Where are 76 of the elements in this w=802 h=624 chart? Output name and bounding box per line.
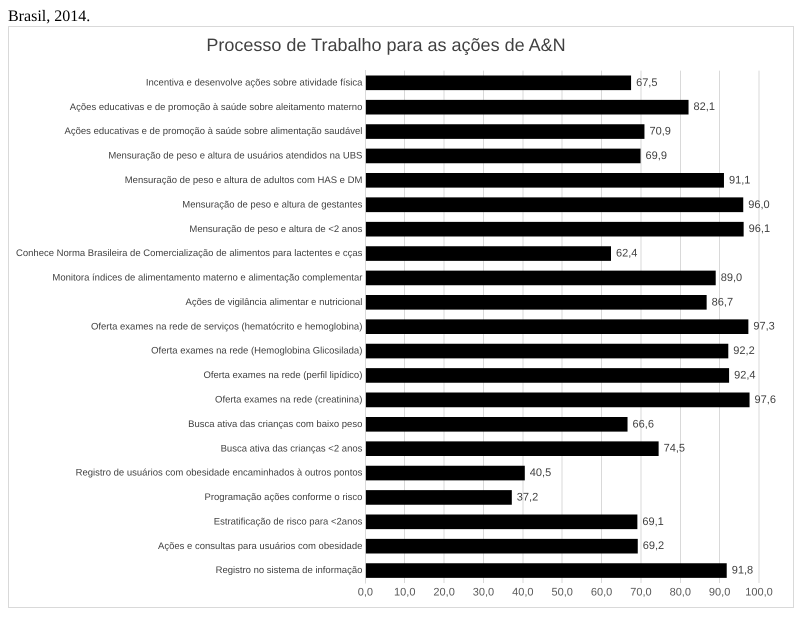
y-tick-label: Mensuração de peso e altura de adultos com HAS e DM: [124, 174, 362, 186]
bar: [366, 75, 632, 90]
y-tick-label: Incentiva e desenvolve ações sobre atividade física: [146, 77, 364, 88]
bar: [366, 563, 727, 578]
y-tick-label: Ações de vigilância alimentar e nutricional: [185, 296, 362, 308]
bar: [366, 148, 641, 164]
data-label: 69,9: [646, 150, 667, 162]
text: Brasil, 2014.: [8, 8, 92, 26]
data-label: 91,1: [728, 174, 750, 186]
bar: [366, 100, 689, 115]
y-tick-label: Busca ativa das crianças com baixo peso: [188, 418, 362, 430]
data-label: 97,3: [753, 320, 775, 333]
x-tick-label: 60,0: [590, 586, 612, 598]
data-label: 92,2: [733, 345, 755, 358]
y-tick-label: Mensuração de peso e altura de gestantes: [182, 199, 363, 210]
bar: [366, 490, 512, 505]
y-tick-label: Monitora índices de alimentamento materno e alimentação complementar: [52, 272, 362, 284]
bar: [366, 319, 748, 334]
x-tick-label: 100,0: [745, 586, 773, 598]
data-label: 70,9: [649, 126, 671, 138]
data-label: 86,7: [712, 296, 734, 308]
y-tick-label: Estratificação de risco para <2anos: [214, 516, 363, 528]
data-label: 69,2: [642, 540, 664, 552]
data-label: 62,4: [616, 248, 638, 260]
bar: [366, 392, 750, 408]
y-tick-label: Ações e consultas para usuários com obesidade: [158, 540, 362, 552]
x-tick-label: 50,0: [551, 586, 573, 598]
x-tick-label: 0,0: [358, 586, 374, 598]
y-tick-label: Programação ações conforme o risco: [204, 492, 362, 504]
data-label: 40,5: [530, 467, 552, 480]
bar: [366, 368, 730, 383]
bar: [366, 222, 744, 236]
y-tick-label: Oferta exames na rede (creatinina): [215, 394, 362, 406]
x-tick-label: 40,0: [512, 586, 534, 598]
y-tick-label: Oferta exames na rede (Hemoglobina Glicosilada): [151, 346, 362, 357]
x-tick-label: 70,0: [630, 586, 652, 598]
bar: [366, 344, 728, 358]
bar: [366, 246, 611, 261]
x-tick-label: 30,0: [472, 586, 494, 598]
data-label: 97,6: [754, 394, 776, 406]
data-label: 91,8: [732, 564, 754, 577]
y-tick-label: Busca ativa das crianças <2 anos: [220, 443, 363, 454]
bar: [366, 441, 659, 456]
bar: [366, 538, 638, 554]
chart-title: Processo de Trabalho para as ações de A&N: [206, 34, 566, 55]
y-tick-label: Ações educativas e de promoção à saúde sobre aleitamento materno: [70, 102, 362, 113]
data-label: 74,5: [664, 442, 686, 455]
bar: [366, 197, 744, 212]
x-tick-label: 90,0: [708, 586, 730, 598]
y-tick-label: Ações educativas e de promoção à saúde sobre alimentação saudável: [64, 126, 362, 138]
bar: [366, 124, 644, 139]
data-label: 96,0: [748, 198, 770, 211]
bar: [366, 466, 525, 480]
bar: [366, 416, 628, 432]
y-tick-label: Oferta exames na rede de serviços (hematócrito e hemoglobina): [90, 321, 362, 332]
y-tick-label: Registro de usuários com obesidade encaminhados à outros pontos: [76, 468, 363, 479]
data-label: 89,0: [720, 272, 742, 284]
x-tick-label: 10,0: [394, 586, 416, 598]
bar: [366, 294, 707, 310]
data-label: 82,1: [694, 101, 715, 114]
data-label: 96,1: [748, 223, 770, 236]
bar: [366, 173, 724, 188]
y-tick-label: Conhece Norma Brasileira de Comercialização de alimentos para lactentes e cças: [16, 248, 363, 260]
data-label: 67,5: [636, 76, 658, 89]
y-tick-label: Registro no sistema de informação: [216, 565, 362, 576]
data-label: 37,2: [516, 491, 538, 504]
x-tick-label: 20,0: [433, 586, 455, 598]
y-tick-label: Oferta exames na rede (perfil lipídico): [203, 370, 362, 382]
x-tick-label: 80,0: [670, 586, 691, 598]
data-label: 66,6: [632, 418, 654, 430]
y-tick-label: Mensuração de peso e altura de <2 anos: [189, 224, 363, 235]
bar: [366, 270, 716, 286]
y-tick-label: Mensuração de peso e altura de usuários atendidos na UBS: [108, 150, 362, 162]
data-label: 69,1: [642, 516, 664, 528]
data-label: 92,4: [734, 370, 756, 382]
bar: [366, 514, 638, 530]
